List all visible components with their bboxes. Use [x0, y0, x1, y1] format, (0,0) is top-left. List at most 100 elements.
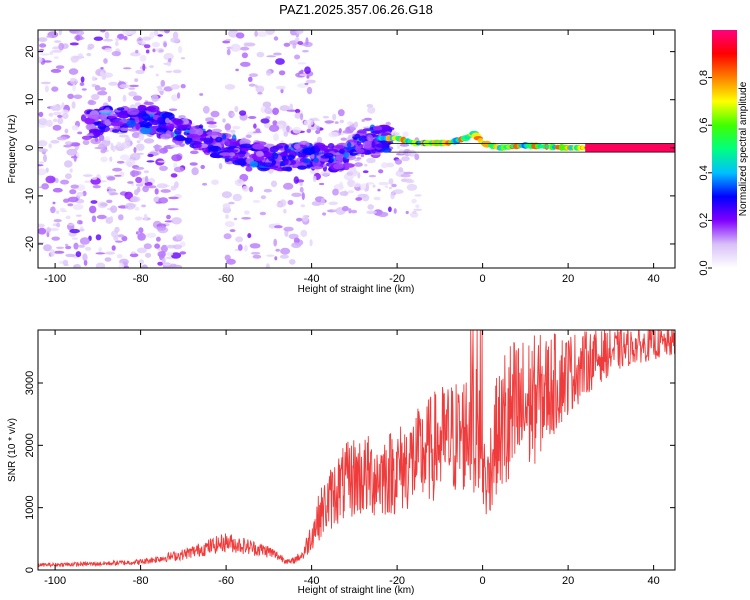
- spectrogram-speckle: [143, 138, 155, 144]
- spectrogram-ridge-cell: [302, 147, 316, 155]
- spectrogram-speckle: [131, 251, 136, 254]
- spectrogram-speckle: [143, 213, 148, 221]
- spectrogram-speckle: [100, 30, 106, 33]
- spectrogram-speckle: [305, 79, 316, 84]
- spectrogram-speckle: [245, 166, 253, 172]
- spectrogram-speckle: [57, 114, 63, 118]
- spectrogram-ridge-cell: [189, 128, 196, 136]
- spectrogram-speckle: [337, 109, 345, 117]
- spectrogram-speckle: [170, 144, 181, 148]
- spectrogram-speckle: [170, 185, 177, 191]
- spectrogram-ridge-cell: [375, 143, 389, 148]
- spectrogram-speckle: [300, 69, 304, 74]
- spectrogram-speckle: [302, 49, 309, 53]
- spectrogram-speckle: [301, 192, 305, 201]
- spectrogram-speckle: [134, 206, 140, 211]
- spectrogram-speckle: [319, 182, 325, 186]
- spectrogram-speckle: [83, 259, 88, 266]
- spectrogram-speckle: [283, 182, 294, 190]
- spectrogram-speckle: [352, 182, 361, 188]
- spectrogram-speckle: [354, 162, 363, 167]
- spectrogram-speckle: [242, 185, 250, 192]
- spectrogram-speckle: [409, 212, 419, 218]
- spectrogram-speckle: [135, 69, 145, 75]
- spectrogram-ridge-cell: [126, 119, 137, 128]
- spectrogram-ridge-cell: [287, 154, 295, 161]
- spectrogram-speckle: [67, 93, 74, 100]
- spectrogram-ridge-cell: [272, 145, 284, 150]
- spectrogram-ridge-cell: [195, 143, 202, 148]
- colorbar-tick-label: 0.6: [698, 118, 710, 133]
- spectrogram-ridge-cell: [328, 158, 334, 163]
- spectrogram-speckle: [160, 79, 166, 87]
- spectrogram-speckle: [55, 246, 65, 249]
- spectrogram-speckle: [347, 190, 355, 194]
- spectrogram-speckle: [350, 209, 358, 214]
- spectrogram-speckle: [283, 208, 287, 214]
- spectrogram-speckle: [38, 186, 50, 189]
- colorbar-gradient: [712, 30, 737, 268]
- spectrogram-speckle: [65, 253, 76, 258]
- spectrogram-speckle: [295, 30, 304, 35]
- spectrogram-speckle: [256, 51, 265, 58]
- spectrogram-speckle: [39, 53, 50, 56]
- spectrogram-speckle: [202, 182, 208, 186]
- spectrogram-speckle: [249, 186, 254, 193]
- spectrogram-speckle: [137, 232, 146, 241]
- spectrogram-speckle: [56, 136, 68, 141]
- spectrogram-speckle: [230, 43, 241, 52]
- spectrogram-ridge-cell: [227, 149, 239, 153]
- spectrogram-speckle: [92, 185, 101, 189]
- spectrogram-speckle: [272, 120, 278, 126]
- spectrogram-speckle: [116, 254, 123, 259]
- spectrogram-speckle: [113, 235, 119, 241]
- spectrogram-speckle: [93, 36, 104, 41]
- spectrogram-speckle: [222, 203, 231, 210]
- spectrogram-speckle: [237, 244, 243, 251]
- spectrogram-speckle: [151, 41, 160, 48]
- spectrogram-speckle: [136, 40, 147, 44]
- spectrogram-speckle: [106, 199, 113, 204]
- spectrogram-speckle: [118, 214, 124, 221]
- spectrogram-ridge-cell: [255, 150, 264, 157]
- spectrogram-speckle: [172, 69, 182, 74]
- spectrogram-speckle: [311, 201, 322, 206]
- spectrogram-speckle: [133, 147, 137, 153]
- spectrogram-speckle: [111, 245, 116, 251]
- spectrogram-speckle: [398, 167, 404, 173]
- spectrogram-ridge-cell: [164, 111, 170, 116]
- spectrogram-ridge-cell: [365, 150, 371, 155]
- spectrogram-ridge-cell: [160, 133, 172, 140]
- spectrogram-speckle: [94, 85, 101, 91]
- spectrogram-speckle: [136, 247, 147, 254]
- spectrogram-speckle: [139, 54, 147, 62]
- spectrogram-speckle: [252, 131, 262, 134]
- spectrogram-speckle: [275, 58, 285, 65]
- spectrogram-speckle: [334, 121, 339, 124]
- spectrogram-ridge-cell: [111, 121, 124, 127]
- spectrogram-speckle: [294, 37, 300, 42]
- spectrogram-ylabel: Frequency (Hz): [7, 115, 18, 184]
- spectrogram-speckle: [180, 84, 186, 89]
- spectrogram-speckle: [322, 212, 327, 216]
- spectrogram-ridge-cell: [156, 127, 168, 133]
- spectrogram-speckle: [121, 141, 131, 149]
- spectrogram-speckle: [305, 37, 309, 46]
- spectrogram-speckle: [168, 196, 179, 200]
- spectrogram-speckle: [355, 197, 363, 201]
- spectrogram-speckle: [291, 242, 302, 249]
- spectrogram-speckle: [401, 156, 410, 162]
- x-tick-label: 40: [647, 575, 659, 587]
- spectrogram-speckle: [168, 108, 178, 111]
- spectrogram-speckle: [367, 106, 376, 114]
- spectrogram-speckle: [180, 57, 186, 60]
- spectrogram-speckle: [260, 195, 266, 200]
- spectrogram-speckle: [122, 30, 133, 36]
- spectrogram-speckle: [312, 117, 319, 121]
- spectrogram-ridge-cell: [116, 107, 125, 111]
- spectrogram-speckle: [239, 110, 247, 116]
- spectrogram-speckle: [231, 112, 235, 117]
- spectrogram-ridge-cell: [338, 148, 345, 154]
- spectrogram-speckle: [75, 251, 82, 258]
- spectrogram-speckle: [147, 153, 154, 158]
